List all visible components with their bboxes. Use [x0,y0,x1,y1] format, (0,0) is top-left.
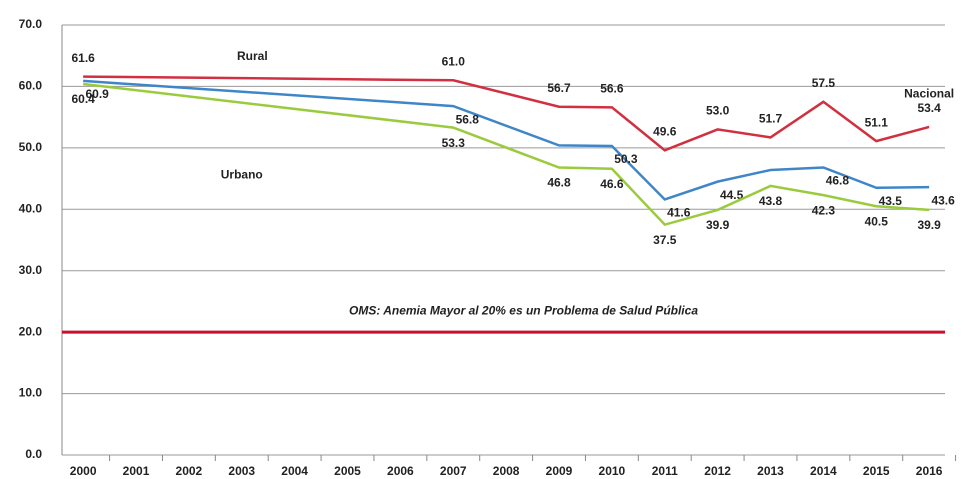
series-line [83,82,930,227]
value-label: 60.9 [85,87,109,101]
x-tick-label: 2013 [757,464,784,478]
value-label: 50.3 [614,152,638,166]
y-tick-label: 60.0 [19,79,43,93]
x-tick-label: 2006 [387,464,414,478]
series-line [83,75,930,152]
x-tick-label: 2000 [70,464,97,478]
value-label: 51.1 [865,115,889,129]
value-label: 53.3 [442,136,466,150]
x-tick-label: 2010 [599,464,626,478]
x-tick-label: 2008 [493,464,520,478]
value-label: 44.5 [720,188,744,202]
value-label: 60.4 [71,92,95,106]
value-label: 43.8 [759,194,783,208]
y-tick-label: 40.0 [19,201,43,215]
x-tick-label: 2005 [334,464,361,478]
value-label: 56.6 [600,81,624,95]
y-tick-label: 70.0 [19,17,43,31]
value-label: 46.8 [547,176,571,190]
y-tick-label: 20.0 [19,324,43,338]
value-label: 40.5 [865,214,889,228]
value-label: 53.4 [917,101,941,115]
value-label: 43.6 [931,193,955,207]
x-tick-label: 2011 [652,464,678,478]
value-label: 46.8 [826,174,850,188]
y-tick-label: 50.0 [19,140,43,154]
x-tick-label: 2002 [176,464,203,478]
series-name: Urbano [221,168,263,182]
value-label: 41.6 [667,206,691,220]
x-tick-label: 2003 [228,464,255,478]
value-label: 56.7 [547,81,571,95]
x-tick-label: 2012 [704,464,731,478]
y-tick-label: 30.0 [19,263,43,277]
value-label: 53.0 [706,104,730,118]
x-tick-label: 2001 [123,464,150,478]
value-label: 39.9 [706,218,730,232]
series-name: Nacional [904,86,954,100]
value-label: 37.5 [653,233,677,247]
value-label: 49.6 [653,124,677,138]
value-label: 56.8 [456,112,480,126]
series-name: Rural [237,49,268,63]
value-label: 46.6 [600,177,624,191]
value-label: 39.9 [917,218,941,232]
value-label: 61.0 [442,54,466,68]
x-tick-label: 2009 [546,464,573,478]
value-label: 42.3 [812,203,836,217]
y-tick-label: 10.0 [19,386,43,400]
y-tick-label: 0.0 [25,447,42,461]
x-tick-label: 2007 [440,464,467,478]
value-label: 43.5 [879,194,903,208]
value-label: 51.7 [759,112,783,126]
series-line [83,79,930,201]
x-tick-label: 2015 [863,464,890,478]
value-label: 57.5 [812,76,836,90]
reference-label: OMS: Anemia Mayor al 20% es un Problema … [349,303,698,317]
value-label: 61.6 [71,51,95,65]
x-tick-label: 2014 [810,464,837,478]
x-tick-label: 2004 [281,464,308,478]
x-tick-label: 2016 [916,464,943,478]
